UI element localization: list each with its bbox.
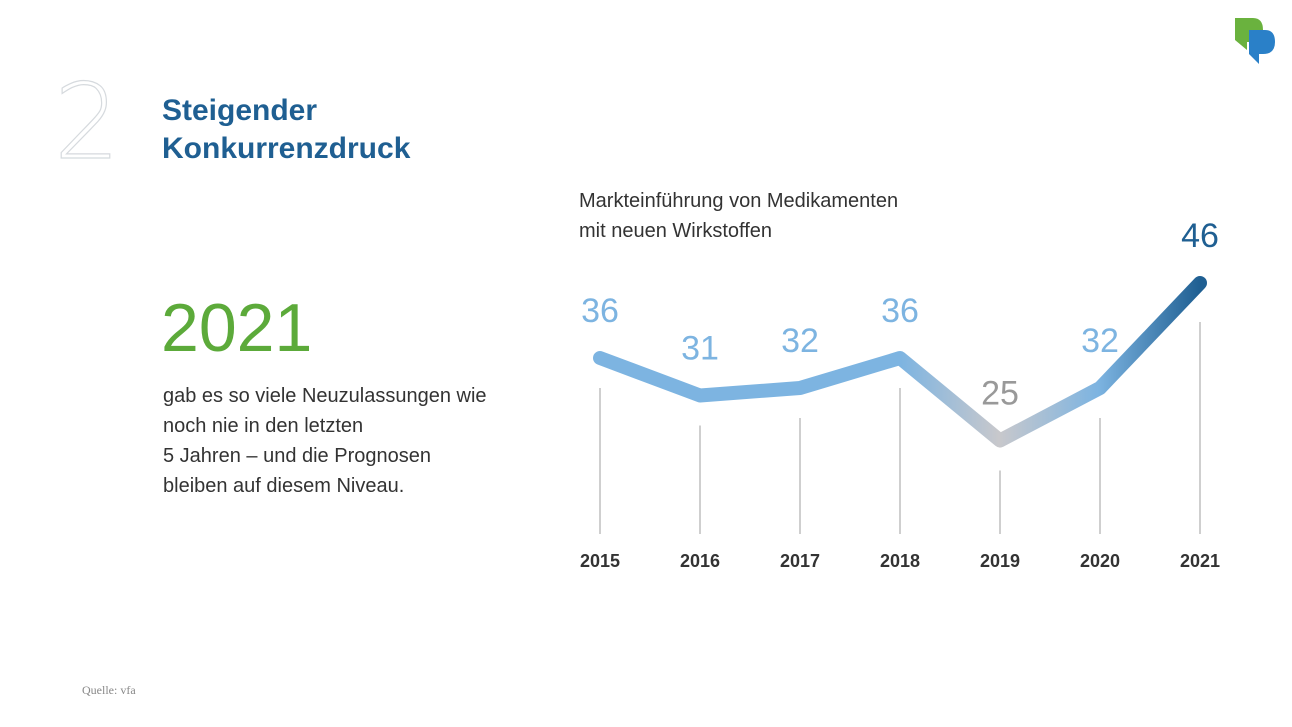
description-line-2: noch nie in den letzten — [163, 415, 364, 437]
logo-leaf-blue — [1249, 30, 1275, 64]
description-line-4: bleiben auf diesem Niveau. — [163, 475, 405, 497]
headline-line-2: Konkurrenzdruck — [162, 132, 411, 165]
headline: Steigender Konkurrenzdruck — [162, 92, 410, 168]
x-label-2019: 2019 — [980, 551, 1020, 571]
value-label-2018: 36 — [881, 292, 919, 330]
slide-number: 2 — [53, 61, 121, 183]
value-label-2015: 36 — [581, 292, 619, 330]
x-label-2017: 2017 — [780, 551, 820, 571]
description-line-3: 5 Jahren – und die Prognosen — [163, 445, 431, 467]
headline-line-1: Steigender — [162, 94, 318, 127]
value-label-2017: 32 — [781, 322, 819, 360]
source-note: Quelle: vfa — [82, 683, 136, 697]
value-label-2021: 46 — [1181, 217, 1219, 255]
value-label-2020: 32 — [1081, 322, 1119, 360]
x-label-2021: 2021 — [1180, 551, 1220, 571]
x-label-2018: 2018 — [880, 551, 920, 571]
series-line — [593, 276, 1207, 448]
x-axis-labels: 2015 2016 2017 2018 2019 2020 2021 — [580, 551, 1220, 571]
logo-icon — [1235, 18, 1275, 64]
x-label-2020: 2020 — [1080, 551, 1120, 571]
description-line-1: gab es so viele Neuzulassungen wie — [163, 385, 487, 407]
highlight-year: 2021 — [161, 290, 313, 366]
chart-title-line-2: mit neuen Wirkstoffen — [579, 220, 773, 242]
chart-title-line-1: Markteinführung von Medikamenten — [579, 190, 899, 212]
value-label-2019: 25 — [981, 375, 1019, 413]
x-label-2015: 2015 — [580, 551, 620, 571]
chart-title: Markteinführung von Medikamenten mit neu… — [579, 186, 898, 246]
description: gab es so viele Neuzulassungen wie noch … — [163, 381, 487, 501]
value-label-2016: 31 — [681, 330, 719, 368]
value-labels: 36 31 32 36 25 32 46 — [581, 217, 1219, 413]
x-label-2016: 2016 — [680, 551, 720, 571]
stem-lines — [599, 322, 1201, 534]
